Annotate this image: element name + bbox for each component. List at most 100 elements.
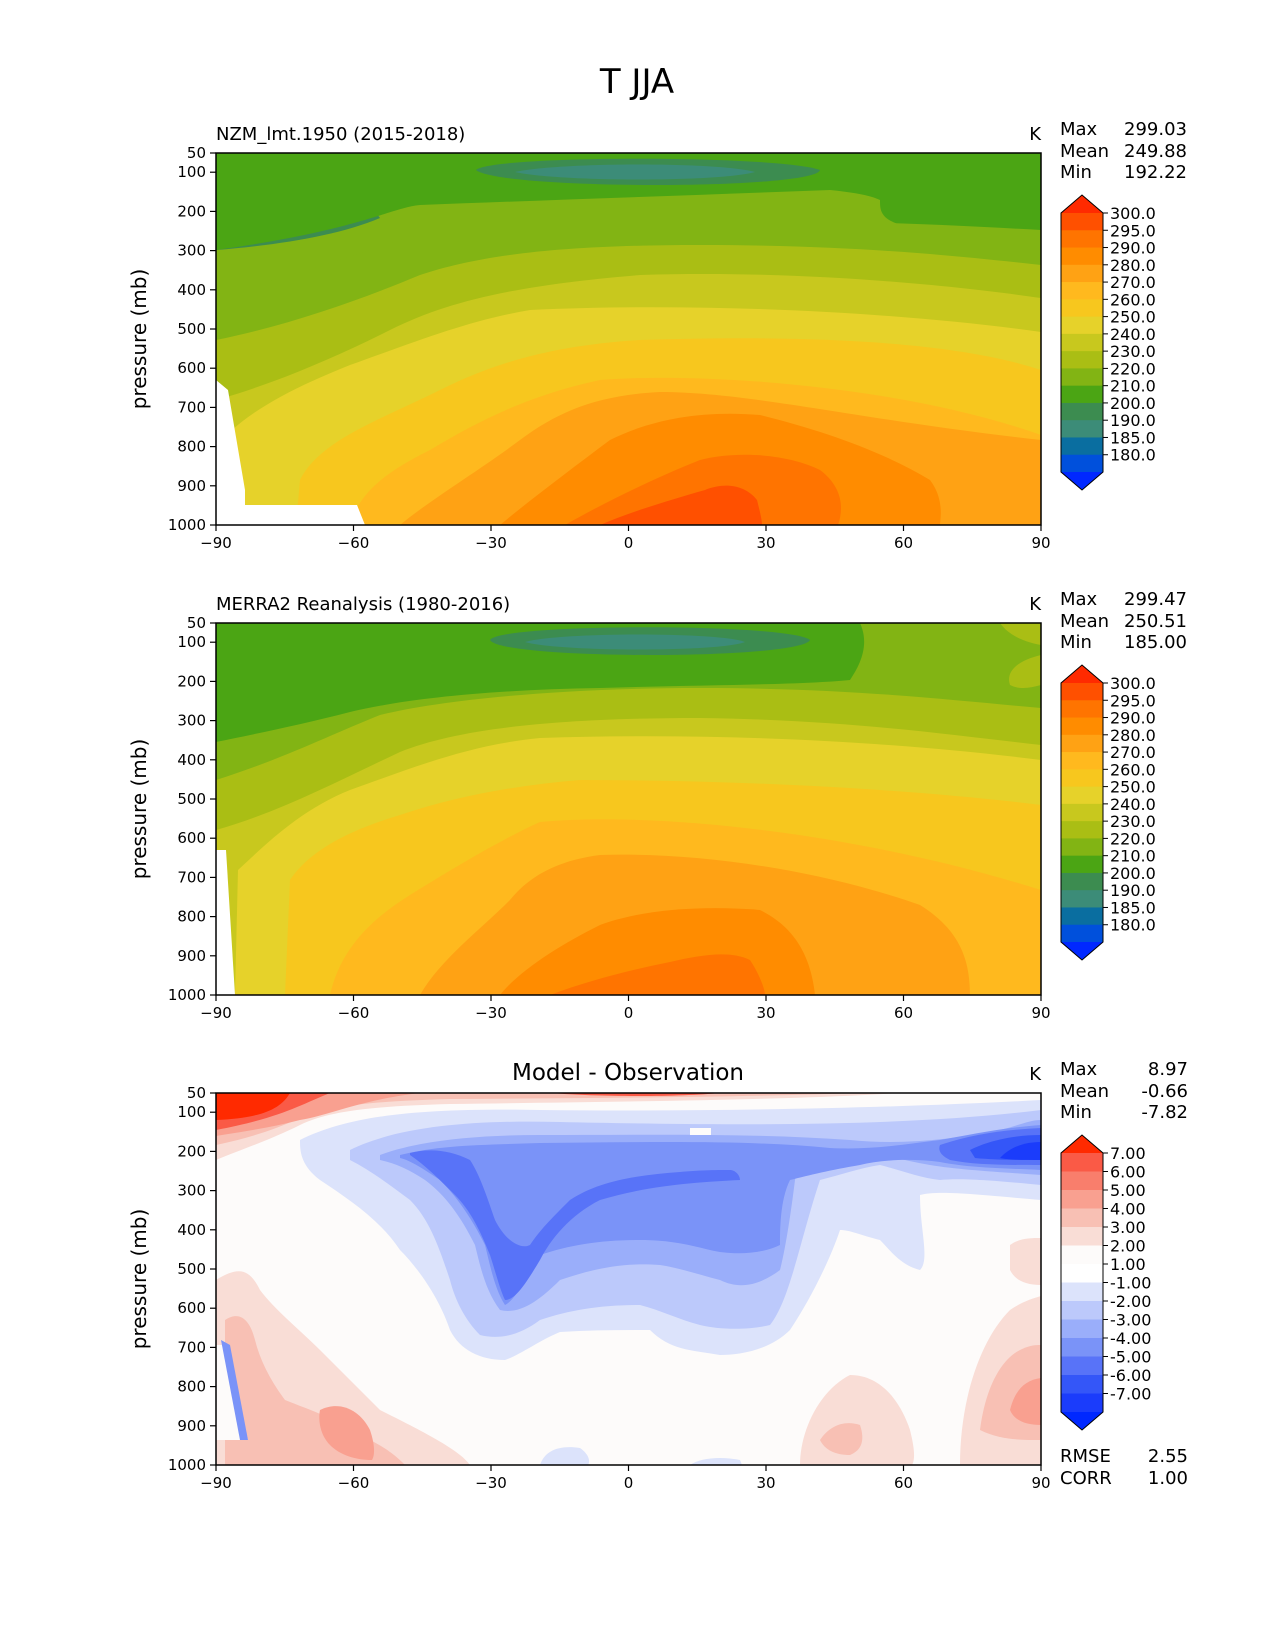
obs-units: K <box>1029 594 1042 615</box>
colorbar-label: -6.00 <box>1110 1366 1151 1385</box>
colorbar-label: 185.0 <box>1110 898 1156 917</box>
obs-mean-label: Mean <box>1060 611 1109 632</box>
obs-title: MERRA2 Reanalysis (1980-2016) <box>216 594 510 615</box>
colorbar-swatch <box>1061 1264 1103 1283</box>
colorbar-swatch <box>1061 402 1103 421</box>
colorbar-label: 260.0 <box>1110 290 1156 309</box>
ytick-label: 1000 <box>168 516 206 534</box>
figure-title: T JJA <box>599 62 674 102</box>
colorbar-label: 270.0 <box>1110 273 1156 292</box>
xtick-label: 0 <box>624 534 634 552</box>
colorbar-label: 210.0 <box>1110 847 1156 866</box>
xtick-label: −60 <box>338 1004 370 1022</box>
xtick-label: −60 <box>338 1474 370 1492</box>
model-max-label: Max <box>1060 119 1098 140</box>
colorbar-label: 200.0 <box>1110 864 1156 883</box>
ytick-label: 100 <box>177 163 206 181</box>
ytick-label: 600 <box>177 1299 206 1317</box>
colorbar-swatch <box>1061 230 1103 249</box>
colorbar-swatch <box>1061 454 1103 473</box>
colorbar-label: 260.0 <box>1110 760 1156 779</box>
colorbar-swatch <box>1061 1153 1103 1172</box>
colorbar-swatch <box>1061 734 1103 753</box>
xtick-label: −30 <box>475 1004 507 1022</box>
xtick-label: 60 <box>894 1474 913 1492</box>
colorbar-label: 4.00 <box>1110 1200 1146 1219</box>
colorbar-swatch <box>1061 247 1103 266</box>
colorbar-swatch <box>1061 890 1103 908</box>
colorbar-label: 210.0 <box>1110 377 1156 396</box>
colorbar-label: -7.00 <box>1110 1385 1151 1404</box>
colorbar-swatch <box>1061 351 1103 369</box>
colorbar-swatch <box>1061 1338 1103 1357</box>
colorbar-swatch <box>1061 316 1103 335</box>
ytick-label: 500 <box>177 1260 206 1278</box>
colorbar-outline <box>1060 1134 1104 1431</box>
xtick-label: 60 <box>894 1004 913 1022</box>
model-units: K <box>1029 124 1042 145</box>
colorbar-swatch <box>1061 1245 1103 1265</box>
colorbar-swatch <box>1061 907 1103 926</box>
colorbar-swatch <box>1061 1208 1103 1228</box>
panel-observation: MERRA2 Reanalysis (1980-2016) K pressure… <box>127 589 1187 1022</box>
xtick-label: 60 <box>894 534 913 552</box>
model-title: NZM_lmt.1950 (2015-2018) <box>216 124 465 145</box>
obs-ylabel: pressure (mb) <box>127 739 151 880</box>
xtick-label: 90 <box>1031 534 1050 552</box>
colorbar-label: 300.0 <box>1110 204 1156 223</box>
colorbar-swatch <box>1061 1171 1103 1191</box>
obs-min-label: Min <box>1060 632 1092 653</box>
colorbar-swatch <box>1061 368 1103 387</box>
ytick-label: 900 <box>177 1417 206 1435</box>
model-min-value: 192.22 <box>1124 162 1187 183</box>
ytick-label: 400 <box>177 751 206 769</box>
colorbar-label: 1.00 <box>1110 1255 1146 1274</box>
diff-xticks: −90 −60 −30 0 30 60 90 <box>200 1465 1051 1492</box>
colorbar-label: 7.00 <box>1110 1144 1146 1163</box>
colorbar-extend-min <box>1061 1412 1103 1430</box>
colorbar-label: 280.0 <box>1110 256 1156 275</box>
colorbar-swatch <box>1061 282 1103 300</box>
model-mean-label: Mean <box>1060 141 1109 162</box>
ytick-label: 800 <box>177 908 206 926</box>
colorbar-label: 290.0 <box>1110 239 1156 258</box>
colorbar-label: 6.00 <box>1110 1163 1146 1182</box>
colorbar-swatch <box>1061 437 1103 456</box>
obs-max-value: 299.47 <box>1124 589 1187 610</box>
panel-model: NZM_lmt.1950 (2015-2018) K pressure (mb)… <box>127 119 1187 552</box>
panel-difference: Model - Observation K pressure (mb) 5010… <box>127 1059 1188 1492</box>
colorbar-swatch <box>1061 769 1103 788</box>
colorbar-label: 190.0 <box>1110 411 1156 430</box>
colorbar-swatch <box>1061 700 1103 719</box>
colorbar-swatch <box>1061 213 1103 231</box>
diff-ylabel: pressure (mb) <box>127 1209 151 1350</box>
colorbar-label: 220.0 <box>1110 829 1156 848</box>
obs-contour-field <box>216 623 1041 995</box>
obs-colorbar: 300.0295.0290.0280.0270.0260.0250.0240.0… <box>1060 664 1156 961</box>
obs-max-label: Max <box>1060 589 1098 610</box>
colorbar-label: -1.00 <box>1110 1274 1151 1293</box>
colorbar-label: 270.0 <box>1110 743 1156 762</box>
colorbar-label: 190.0 <box>1110 881 1156 900</box>
model-min-label: Min <box>1060 162 1092 183</box>
xtick-label: 30 <box>756 1474 775 1492</box>
xtick-label: 90 <box>1031 1474 1050 1492</box>
ytick-label: 300 <box>177 1182 206 1200</box>
ytick-label: 1000 <box>168 986 206 1004</box>
colorbar-swatch <box>1061 752 1103 770</box>
diff-mean-value: -0.66 <box>1141 1081 1188 1102</box>
diff-title: Model - Observation <box>512 1060 744 1086</box>
ytick-label: 50 <box>187 144 206 162</box>
ytick-label: 200 <box>177 672 206 690</box>
ytick-label: 200 <box>177 1142 206 1160</box>
diff-max-value: 8.97 <box>1148 1059 1188 1080</box>
model-mean-value: 249.88 <box>1124 141 1187 162</box>
colorbar-label: 5.00 <box>1110 1181 1146 1200</box>
colorbar-swatch <box>1061 1319 1103 1339</box>
colorbar-swatch <box>1061 1393 1103 1413</box>
ytick-label: 200 <box>177 202 206 220</box>
colorbar-swatch <box>1061 786 1103 805</box>
diff-rmse-label: RMSE <box>1060 1446 1111 1467</box>
